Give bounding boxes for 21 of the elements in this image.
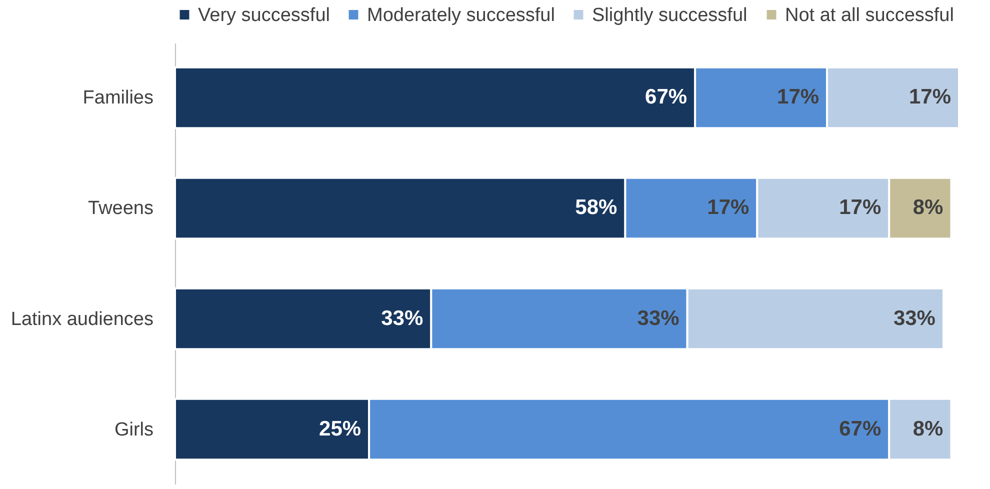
y-tick-label: Families [82,88,154,109]
data-label: 33% [637,306,680,330]
data-label: 67% [645,86,688,109]
data-label: 17% [777,86,820,109]
legend-label: Moderately successful [367,4,555,26]
data-label: 33% [893,306,936,330]
data-label: 25% [319,417,362,440]
data-label: 58% [575,196,618,220]
data-label: 17% [707,196,750,220]
data-label: 17% [908,86,952,109]
legend-label: Slightly successful [592,4,748,26]
data-label: 67% [839,417,882,440]
y-tick-label: Latinx audiences [10,308,154,330]
data-label: 8% [912,196,944,220]
data-label: 8% [912,417,944,440]
data-label: 17% [839,196,882,220]
y-tick-label: Tweens [88,198,154,220]
legend-label: Not at all successful [785,4,954,26]
legend-label: Very successful [198,4,330,26]
data-label: 33% [381,306,424,330]
y-tick-label: Girls [114,419,154,440]
